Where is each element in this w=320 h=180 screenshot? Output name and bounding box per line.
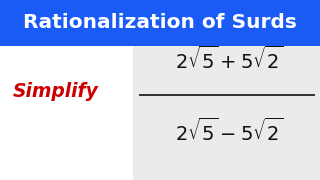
FancyBboxPatch shape bbox=[0, 0, 320, 46]
Text: $2\sqrt{5}+5\sqrt{2}$: $2\sqrt{5}+5\sqrt{2}$ bbox=[175, 46, 283, 73]
FancyBboxPatch shape bbox=[133, 46, 320, 180]
Text: Rationalization of Surds: Rationalization of Surds bbox=[23, 14, 297, 32]
Text: Simplify: Simplify bbox=[13, 82, 99, 101]
Text: $2\sqrt{5}-5\sqrt{2}$: $2\sqrt{5}-5\sqrt{2}$ bbox=[175, 118, 283, 145]
